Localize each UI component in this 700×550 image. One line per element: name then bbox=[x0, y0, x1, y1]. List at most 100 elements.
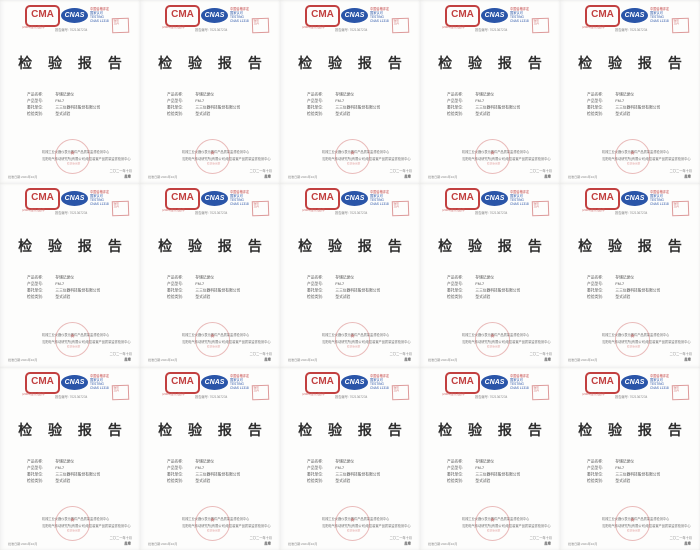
cnas-side-line4: CNAS L1318 bbox=[650, 19, 669, 23]
field-value: 三三仪器科技股份有限公司 bbox=[475, 471, 521, 477]
field-label: 检验类别: bbox=[167, 478, 184, 483]
report-page[interactable]: CMA (2004)量认(国)字 CNAS 中国合格评定 国家认可 TESTIN… bbox=[140, 0, 280, 184]
footer-date: 二〇二一年十月 bbox=[249, 352, 272, 357]
round-stamp-icon: ★ 检测专用章 bbox=[195, 322, 230, 358]
field-label: 产品型号: bbox=[587, 281, 604, 287]
field-label: 委托单位: bbox=[447, 105, 464, 110]
field-test-category: 检验类别: 型式试验 bbox=[167, 294, 280, 301]
field-label: 产品名称: bbox=[167, 91, 184, 97]
report-page[interactable]: CMA (2004)量认(国)字 CNAS 中国合格评定 国家认可 TESTIN… bbox=[0, 0, 140, 184]
field-value: FM-7 bbox=[195, 281, 205, 287]
report-page[interactable]: CMA (2004)量认(国)字 CNAS 中国合格评定 国家认可 TESTIN… bbox=[560, 183, 700, 367]
report-page[interactable]: CMA (2004)量认(国)字 CNAS 中国合格评定 国家认可 TESTIN… bbox=[560, 366, 700, 550]
field-product-model: 产品型号: FM-7 bbox=[447, 281, 560, 288]
corner-stamp-icon: 受控 文件 bbox=[531, 201, 550, 217]
field-value: FM-7 bbox=[335, 98, 345, 103]
field-client-unit: 委托单位: 三三仪器科技股份有限公司 bbox=[587, 471, 700, 478]
stamp-star-icon: ★ bbox=[489, 333, 496, 341]
cma-logo-icon: CMA bbox=[585, 5, 620, 27]
report-fields: 产品名称: 存储记录仪 产品型号: FM-7 委托单位: 三三仪器科技股份有限公… bbox=[447, 91, 560, 117]
cnas-accreditation-text: 中国合格评定 国家认可 TESTING CNAS L1318 bbox=[510, 7, 534, 23]
field-value: 三三仪器科技股份有限公司 bbox=[55, 471, 101, 477]
cnas-logo-icon: CNAS bbox=[621, 8, 648, 23]
cma-cert-number: (2004)量认(国)字 bbox=[302, 392, 325, 396]
report-page[interactable]: CMA (2004)量认(国)字 CNAS 中国合格评定 国家认可 TESTIN… bbox=[280, 366, 420, 550]
field-client-unit: 委托单位: 三三仪器科技股份有限公司 bbox=[167, 104, 280, 111]
field-label: 检验类别: bbox=[447, 478, 464, 483]
cma-logo-icon: CMA bbox=[165, 371, 200, 394]
field-test-category: 检验类别: 型式试验 bbox=[587, 294, 700, 301]
field-value: 存储记录仪 bbox=[615, 91, 635, 97]
field-client-unit: 委托单位: 三三仪器科技股份有限公司 bbox=[447, 471, 560, 478]
report-page[interactable]: CMA (2004)量认(国)字 CNAS 中国合格评定 国家认可 TESTIN… bbox=[280, 183, 420, 367]
field-product-model: 产品型号: FM-7 bbox=[587, 464, 700, 471]
field-test-category: 检验类别: 型式试验 bbox=[587, 477, 700, 484]
report-page[interactable]: CMA (2004)量认(国)字 CNAS 中国合格评定 国家认可 TESTIN… bbox=[420, 0, 560, 184]
cnas-side-line3: TESTING bbox=[650, 198, 664, 202]
field-label: 委托单位: bbox=[167, 105, 184, 110]
report-page[interactable]: CMA (2004)量认(国)字 CNAS 中国合格评定 国家认可 TESTIN… bbox=[560, 0, 700, 184]
field-client-unit: 委托单位: 三三仪器科技股份有限公司 bbox=[587, 288, 700, 295]
field-product-model: 产品型号: FM-7 bbox=[27, 464, 140, 471]
field-value: FM-7 bbox=[195, 98, 205, 103]
report-title: 检 验 报 告 bbox=[18, 55, 128, 71]
field-client-unit: 委托单位: 三三仪器科技股份有限公司 bbox=[27, 471, 140, 478]
field-value: 型式试验 bbox=[55, 478, 71, 483]
report-page[interactable]: CMA (2004)量认(国)字 CNAS 中国合格评定 国家认可 TESTIN… bbox=[0, 183, 140, 367]
footer-approve-line: 批准日期:2021年10月 bbox=[288, 175, 318, 179]
field-label: 检验类别: bbox=[447, 111, 464, 117]
report-fields: 产品名称: 存储记录仪 产品型号: FM-7 委托单位: 三三仪器科技股份有限公… bbox=[447, 274, 560, 300]
report-title: 检 验 报 告 bbox=[438, 238, 548, 255]
report-title: 检 验 报 告 bbox=[18, 238, 128, 255]
report-fields: 产品名称: 存储记录仪 产品型号: FM-7 委托单位: 三三仪器科技股份有限公… bbox=[587, 91, 700, 117]
field-label: 检验类别: bbox=[27, 478, 44, 483]
footer-seal-label: 盖章 bbox=[544, 357, 551, 362]
report-page[interactable]: CMA (2004)量认(国)字 CNAS 中国合格评定 国家认可 TESTIN… bbox=[140, 366, 280, 550]
field-label: 产品名称: bbox=[307, 275, 324, 280]
field-product-name: 产品名称: 存储记录仪 bbox=[167, 274, 280, 281]
report-page[interactable]: CMA (2004)量认(国)字 CNAS 中国合格评定 国家认可 TESTIN… bbox=[420, 183, 560, 367]
cnas-side-line2: 国家认可 bbox=[650, 377, 663, 382]
field-label: 委托单位: bbox=[307, 471, 324, 477]
field-value: FM-7 bbox=[55, 98, 65, 103]
report-number: 报告编号: 7021367234 bbox=[55, 28, 88, 32]
cnas-side-line2: 国家认可 bbox=[90, 11, 103, 15]
field-value: 存储记录仪 bbox=[55, 91, 75, 97]
footer-seal-label: 盖章 bbox=[684, 357, 691, 362]
report-number: 报告编号: 7021367234 bbox=[615, 395, 648, 399]
report-fields: 产品名称: 存储记录仪 产品型号: FM-7 委托单位: 三三仪器科技股份有限公… bbox=[167, 91, 280, 117]
cnas-side-line4: CNAS L1318 bbox=[370, 19, 389, 23]
report-page[interactable]: CMA (2004)量认(国)字 CNAS 中国合格评定 国家认可 TESTIN… bbox=[420, 366, 560, 550]
report-page[interactable]: CMA (2004)量认(国)字 CNAS 中国合格评定 国家认可 TESTIN… bbox=[140, 183, 280, 367]
corner-stamp-line2: 文件 bbox=[113, 22, 120, 26]
field-value: 三三仪器科技股份有限公司 bbox=[195, 288, 241, 293]
report-title: 检 验 报 告 bbox=[158, 238, 268, 255]
field-client-unit: 委托单位: 三三仪器科技股份有限公司 bbox=[447, 288, 560, 295]
field-label: 委托单位: bbox=[27, 105, 44, 110]
field-value: FM-7 bbox=[615, 465, 625, 470]
cnas-side-line4: CNAS L1318 bbox=[370, 202, 389, 206]
footer-date: 二〇二一年十月 bbox=[529, 169, 552, 173]
cnas-side-line1: 中国合格评定 bbox=[650, 7, 670, 11]
cnas-side-line4: CNAS L1318 bbox=[510, 385, 529, 390]
corner-stamp-line2: 文件 bbox=[673, 205, 680, 209]
report-page[interactable]: CMA (2004)量认(国)字 CNAS 中国合格评定 国家认可 TESTIN… bbox=[0, 366, 140, 550]
cma-cert-number: (2004)量认(国)字 bbox=[162, 392, 185, 396]
cnas-logo-icon: CNAS bbox=[201, 191, 228, 207]
field-client-unit: 委托单位: 三三仪器科技股份有限公司 bbox=[307, 288, 420, 295]
field-value: 型式试验 bbox=[335, 295, 351, 300]
field-value: FM-7 bbox=[475, 98, 485, 103]
report-page[interactable]: CMA (2004)量认(国)字 CNAS 中国合格评定 国家认可 TESTIN… bbox=[280, 0, 420, 184]
field-label: 检验类别: bbox=[27, 111, 44, 117]
field-value: 存储记录仪 bbox=[195, 91, 215, 97]
field-label: 产品名称: bbox=[27, 275, 44, 280]
field-client-unit: 委托单位: 三三仪器科技股份有限公司 bbox=[307, 104, 420, 111]
cnas-accreditation-text: 中国合格评定 国家认可 TESTING CNAS L1318 bbox=[90, 7, 114, 23]
corner-stamp-line2: 文件 bbox=[673, 22, 680, 26]
field-test-category: 检验类别: 型式试验 bbox=[27, 111, 140, 118]
field-label: 委托单位: bbox=[587, 105, 604, 110]
cnas-side-line3: TESTING bbox=[90, 381, 104, 386]
stamp-text: 检测专用章 bbox=[627, 528, 641, 532]
field-value: 存储记录仪 bbox=[55, 275, 75, 280]
field-label: 产品型号: bbox=[587, 465, 604, 470]
